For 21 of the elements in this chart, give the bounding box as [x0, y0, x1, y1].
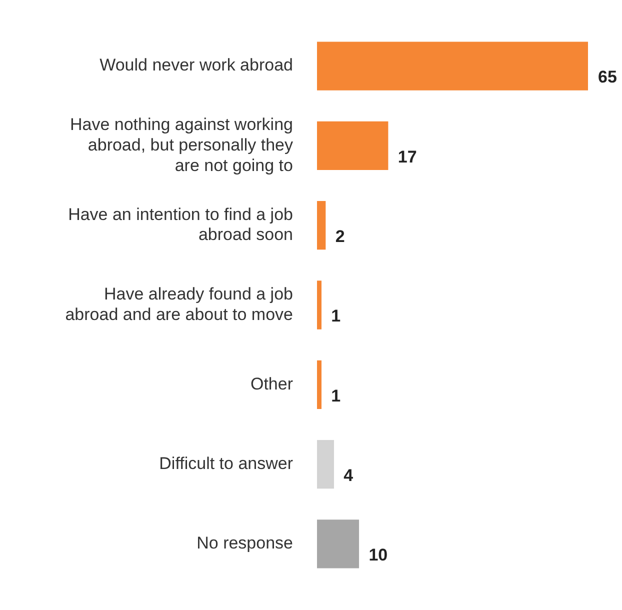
y-tick-label: No response [196, 534, 293, 553]
bar [317, 520, 360, 568]
bar [317, 440, 334, 489]
bar [317, 121, 388, 170]
data-label: 1 [331, 306, 341, 326]
data-label: 1 [331, 386, 341, 406]
data-label: 17 [398, 147, 417, 166]
y-tick-label: Difficult to answer [159, 454, 294, 473]
data-label: 4 [344, 466, 354, 485]
bar [317, 201, 326, 250]
y-tick-label: Have already found a job abroad and are about to move [65, 284, 293, 324]
data-label: 2 [335, 227, 345, 246]
y-tick-label: Would never work abroad [100, 56, 293, 75]
bar [317, 360, 322, 409]
bar [317, 42, 588, 90]
y-tick-label: Other [250, 374, 294, 394]
y-tick-label: Have nothing against working abroad, but personally they are not going to [70, 114, 294, 175]
data-label: 10 [368, 546, 388, 565]
bar [317, 280, 322, 330]
data-label: 65 [598, 68, 617, 87]
y-tick-label: Have an intention to find a job abroad soon [68, 204, 293, 244]
